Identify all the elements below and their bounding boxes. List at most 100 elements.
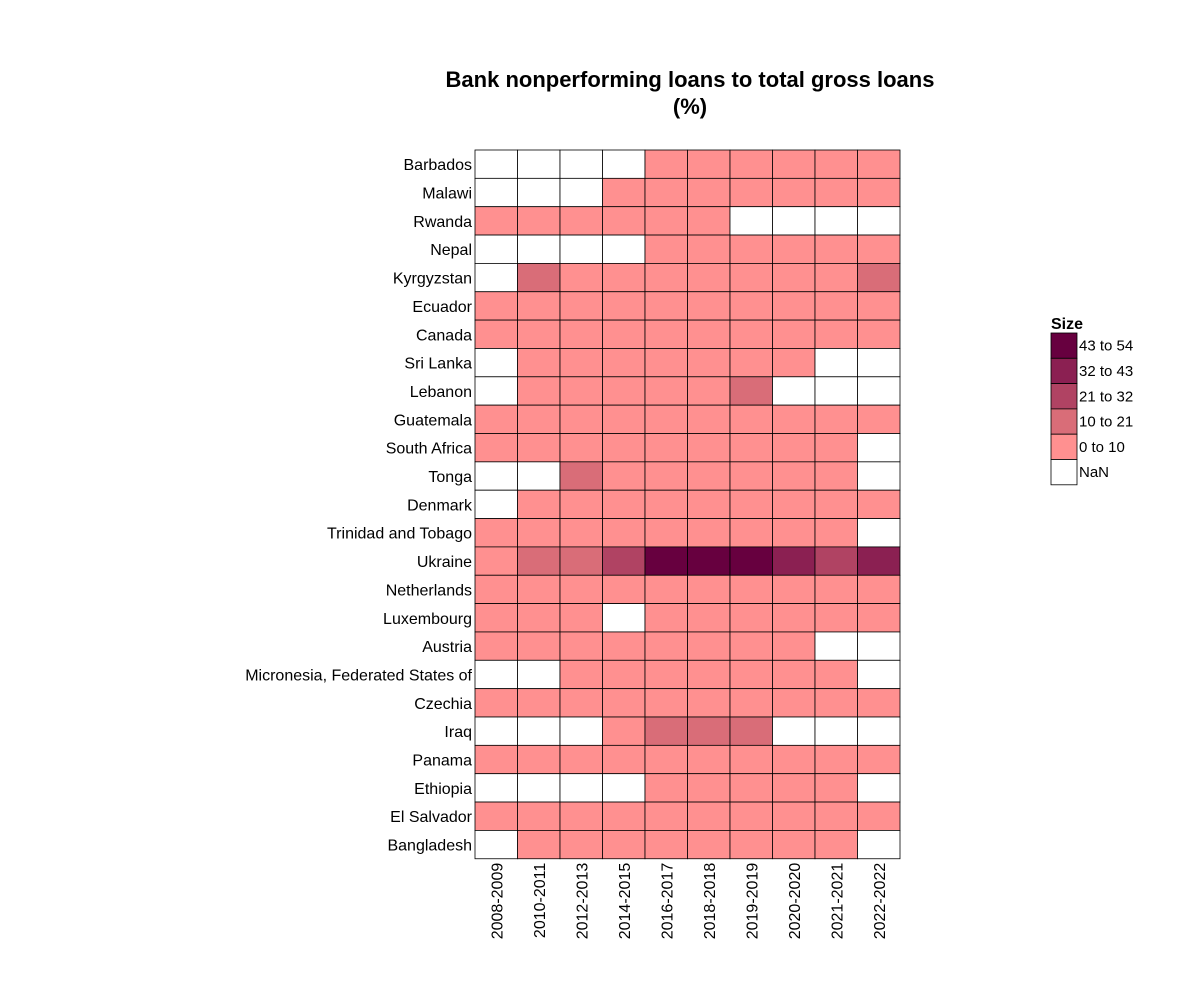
heatmap-cell bbox=[729, 291, 773, 321]
heatmap-cell bbox=[857, 149, 901, 179]
heatmap-cell bbox=[814, 659, 858, 690]
heatmap-cell bbox=[857, 291, 901, 321]
heatmap-cell bbox=[602, 489, 646, 519]
heatmap-cell bbox=[517, 659, 561, 690]
y-tick-label: Guatemala bbox=[394, 412, 472, 429]
heatmap-cell bbox=[644, 177, 688, 208]
legend-label: NaN bbox=[1079, 464, 1109, 481]
heatmap-cell bbox=[772, 376, 816, 406]
heatmap-cell bbox=[644, 773, 688, 803]
y-tick-label: Barbados bbox=[404, 157, 473, 174]
heatmap-cell bbox=[687, 177, 731, 208]
heatmap-cell bbox=[559, 234, 603, 264]
heatmap-cell bbox=[559, 744, 603, 775]
heatmap-cell bbox=[474, 404, 518, 434]
heatmap-cell bbox=[474, 262, 518, 293]
heatmap-cell bbox=[814, 234, 858, 264]
heatmap-cell bbox=[687, 659, 731, 690]
legend-label: 43 to 54 bbox=[1079, 338, 1133, 355]
heatmap-cell bbox=[602, 603, 646, 633]
y-tick-label: South Africa bbox=[386, 441, 472, 458]
heatmap-cell bbox=[687, 319, 731, 349]
heatmap-cell bbox=[474, 659, 518, 690]
y-tick-label: Nepal bbox=[430, 242, 472, 259]
heatmap-cell bbox=[602, 177, 646, 208]
x-tick-label: 2021-2021 bbox=[829, 863, 846, 940]
heatmap-cell bbox=[687, 830, 731, 860]
heatmap-cell bbox=[517, 744, 561, 775]
heatmap-cell bbox=[814, 461, 858, 491]
heatmap-cell bbox=[729, 348, 773, 378]
y-tick-label: Czechia bbox=[414, 696, 472, 713]
x-tick-label: 2010-2011 bbox=[532, 863, 549, 938]
heatmap-cell bbox=[687, 744, 731, 775]
heatmap-cell bbox=[729, 319, 773, 349]
heatmap-cell bbox=[474, 631, 518, 661]
heatmap-cell bbox=[559, 773, 603, 803]
legend-label: 32 to 43 bbox=[1079, 363, 1133, 380]
heatmap-cell bbox=[814, 291, 858, 321]
legend-swatch bbox=[1050, 408, 1078, 435]
heatmap-cell bbox=[772, 659, 816, 690]
heatmap-cell bbox=[772, 603, 816, 633]
heatmap-cell bbox=[772, 716, 816, 746]
heatmap-cell bbox=[729, 631, 773, 661]
heatmap-cell bbox=[857, 603, 901, 633]
heatmap-cell bbox=[559, 546, 603, 576]
heatmap-cell bbox=[687, 518, 731, 548]
heatmap-cell bbox=[772, 262, 816, 293]
heatmap-cell bbox=[729, 744, 773, 775]
heatmap-cell bbox=[772, 489, 816, 519]
heatmap-cell bbox=[602, 716, 646, 746]
heatmap-cell bbox=[687, 433, 731, 463]
y-tick-label: Sri Lanka bbox=[404, 356, 472, 373]
legend: Size 43 to 54 32 to 43 21 to 32 10 to 21 0 to… bbox=[1050, 316, 1133, 486]
chart-subtitle: (%) bbox=[672, 94, 708, 119]
heatmap-cell bbox=[602, 773, 646, 803]
heatmap-cell bbox=[602, 348, 646, 378]
heatmap-cell bbox=[474, 234, 518, 264]
heatmap-cell bbox=[517, 518, 561, 548]
heatmap-cell bbox=[644, 744, 688, 775]
y-tick-label: Denmark bbox=[407, 497, 473, 514]
heatmap-cell bbox=[729, 830, 773, 860]
heatmap-cell bbox=[559, 291, 603, 321]
heatmap-cell bbox=[517, 433, 561, 463]
legend-swatch bbox=[1050, 357, 1078, 384]
heatmap-cell bbox=[857, 177, 901, 208]
heatmap-cell bbox=[857, 404, 901, 434]
heatmap-cell bbox=[687, 688, 731, 718]
heatmap-cell bbox=[857, 206, 901, 236]
heatmap-cell bbox=[559, 659, 603, 690]
heatmap-cell bbox=[687, 603, 731, 633]
heatmap-cell bbox=[644, 659, 688, 690]
x-tick-label: 2019-2019 bbox=[744, 863, 761, 940]
heatmap-cell bbox=[729, 489, 773, 519]
heatmap-cell bbox=[729, 603, 773, 633]
heatmap-cell bbox=[729, 716, 773, 746]
heatmap-cell bbox=[644, 546, 688, 576]
heatmap-cell bbox=[729, 659, 773, 690]
heatmap-cell bbox=[687, 234, 731, 264]
heatmap-cell bbox=[687, 348, 731, 378]
y-tick-label: Ethiopia bbox=[414, 781, 472, 798]
x-tick-label: 2016-2017 bbox=[659, 863, 676, 940]
heatmap-cell bbox=[814, 433, 858, 463]
heatmap-cell bbox=[644, 404, 688, 434]
heatmap-cell bbox=[602, 688, 646, 718]
heatmap-cell bbox=[687, 489, 731, 519]
heatmap-cell bbox=[857, 262, 901, 293]
heatmap-cell bbox=[474, 149, 518, 179]
heatmap-cell bbox=[517, 489, 561, 519]
heatmap-cell bbox=[729, 433, 773, 463]
heatmap-cell bbox=[559, 603, 603, 633]
heatmap-cell bbox=[687, 574, 731, 605]
heatmap-cell bbox=[602, 631, 646, 661]
heatmap-cell bbox=[644, 206, 688, 236]
heatmap-cell bbox=[559, 574, 603, 605]
heatmap-cell bbox=[814, 319, 858, 349]
heatmap-cell bbox=[814, 404, 858, 434]
heatmap-cell bbox=[687, 404, 731, 434]
heatmap-cell bbox=[474, 546, 518, 576]
